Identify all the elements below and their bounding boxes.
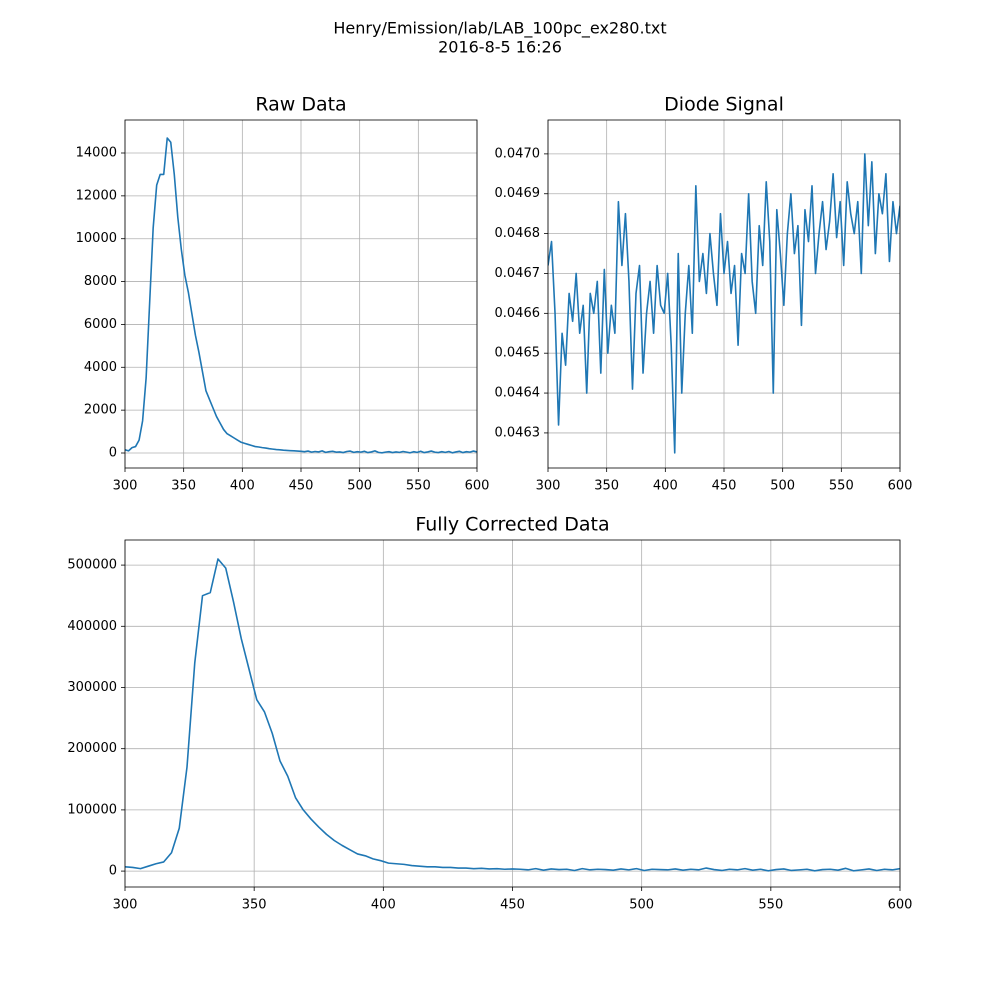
axes-frame bbox=[124, 119, 478, 469]
y-tick-label: 0.0469 bbox=[495, 186, 541, 201]
x-tick-label: 450 bbox=[712, 479, 737, 494]
y-tick-label: 14000 bbox=[76, 146, 117, 161]
x-tick-label: 350 bbox=[242, 898, 267, 913]
y-tick-label: 0 bbox=[109, 864, 117, 879]
x-tick-label: 550 bbox=[406, 479, 431, 494]
subplot-title: Fully Corrected Data bbox=[415, 514, 609, 536]
x-tick-label: 300 bbox=[113, 479, 138, 494]
y-tick-label: 0.0467 bbox=[495, 266, 541, 281]
x-tick-label: 600 bbox=[465, 479, 490, 494]
y-tick-label: 0 bbox=[109, 446, 117, 461]
x-tick-label: 500 bbox=[629, 898, 654, 913]
x-tick-label: 350 bbox=[171, 479, 196, 494]
figure-title: Henry/Emission/lab/LAB_100pc_ex280.txt bbox=[333, 19, 666, 39]
y-tick-label: 500000 bbox=[67, 558, 117, 573]
plot-area bbox=[548, 153, 900, 454]
x-tick-label: 400 bbox=[371, 898, 396, 913]
subplot: 300 350 400 450 500 550 600 0 100000 200000 300000… bbox=[67, 514, 912, 913]
axes-frame bbox=[124, 539, 901, 888]
y-tick-label: 0.0464 bbox=[495, 386, 541, 401]
x-tick-label: 450 bbox=[500, 898, 525, 913]
x-tick-label: 400 bbox=[653, 479, 678, 494]
plot-area bbox=[125, 137, 477, 454]
subplot: 300 350 400 450 500 550 6000200040006000800010… bbox=[76, 94, 490, 494]
x-tick-label: 500 bbox=[347, 479, 372, 494]
data-line bbox=[125, 137, 477, 454]
y-tick-label: 0.0468 bbox=[495, 226, 541, 241]
y-tick-label: 8000 bbox=[84, 274, 117, 289]
data-line bbox=[125, 558, 900, 872]
x-tick-label: 450 bbox=[289, 479, 314, 494]
x-tick-label: 300 bbox=[536, 479, 561, 494]
x-tick-label: 600 bbox=[888, 898, 913, 913]
x-tick-label: 350 bbox=[594, 479, 619, 494]
x-tick-label: 550 bbox=[758, 898, 783, 913]
x-tick-label: 550 bbox=[829, 479, 854, 494]
subplot-title: Raw Data bbox=[255, 94, 346, 116]
x-tick-label: 300 bbox=[113, 898, 138, 913]
y-tick-label: 0.0465 bbox=[495, 346, 541, 361]
plot-area bbox=[125, 558, 900, 872]
y-tick-label: 100000 bbox=[67, 802, 117, 817]
x-tick-label: 500 bbox=[770, 479, 795, 494]
x-tick-label: 400 bbox=[230, 479, 255, 494]
y-tick-label: 0.0466 bbox=[495, 306, 541, 321]
x-tick-label: 600 bbox=[888, 479, 913, 494]
y-tick-label: 6000 bbox=[84, 317, 117, 332]
subplot-title: Diode Signal bbox=[664, 94, 784, 116]
subplot: 300 350 400 450 500 550 600 0.0463 0.0464 0.0465 0… bbox=[495, 94, 913, 494]
y-tick-label: 200000 bbox=[67, 741, 117, 756]
axes-frame bbox=[547, 119, 901, 469]
y-tick-label: 12000 bbox=[76, 188, 117, 203]
y-tick-label: 0.0470 bbox=[495, 146, 541, 161]
y-tick-label: 4000 bbox=[84, 360, 117, 375]
y-tick-label: 10000 bbox=[76, 231, 117, 246]
data-line bbox=[548, 153, 900, 454]
y-tick-label: 400000 bbox=[67, 619, 117, 634]
figure-subtitle: 2016-8-5 16:26 bbox=[438, 38, 562, 57]
y-tick-label: 0.0463 bbox=[495, 425, 541, 440]
y-tick-label: 300000 bbox=[67, 680, 117, 695]
y-tick-label: 2000 bbox=[84, 403, 117, 418]
